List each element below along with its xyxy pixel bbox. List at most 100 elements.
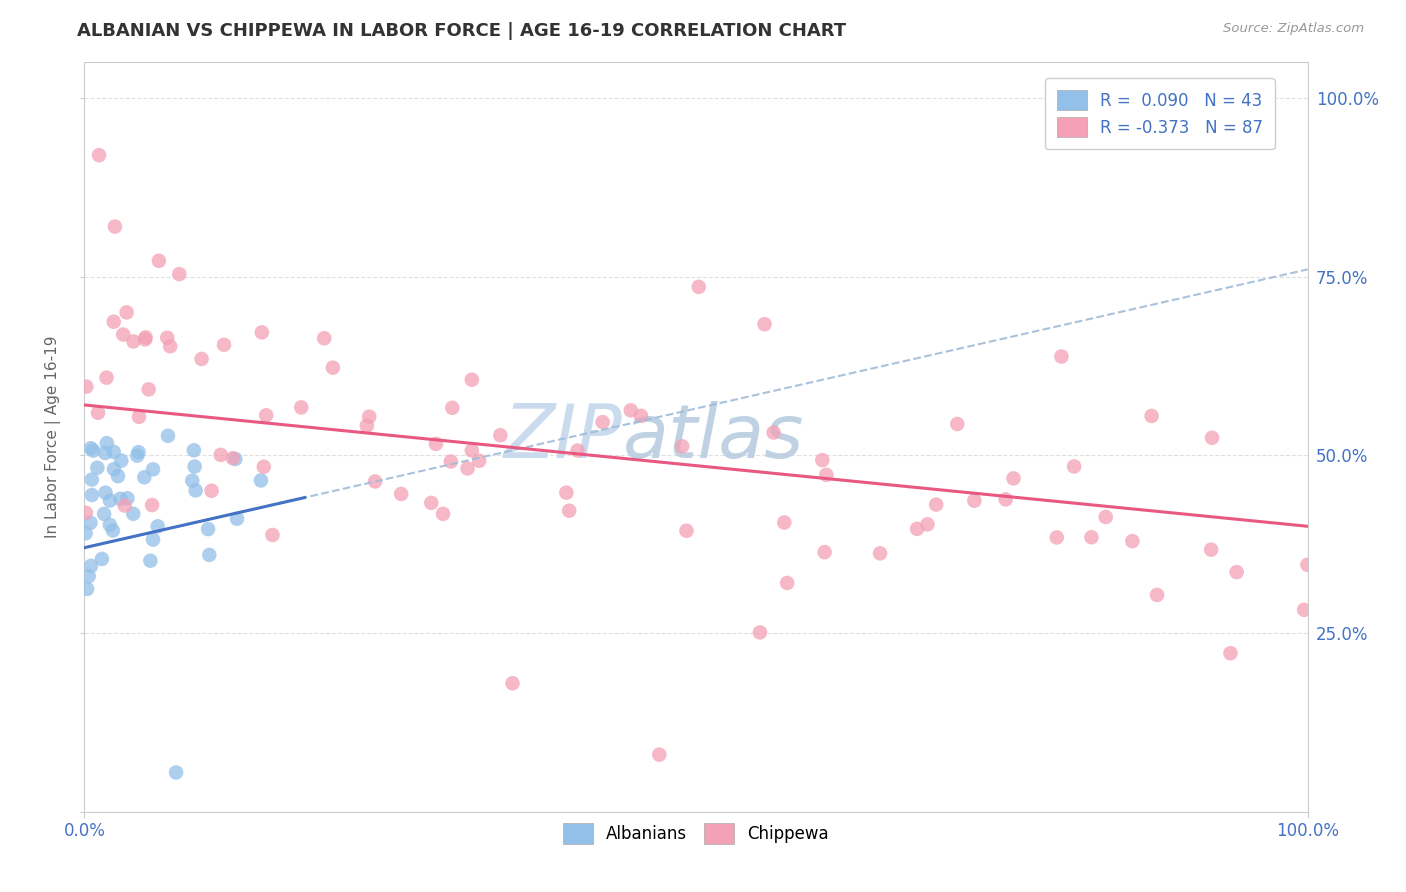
- Text: ALBANIAN VS CHIPPEWA IN LABOR FORCE | AGE 16-19 CORRELATION CHART: ALBANIAN VS CHIPPEWA IN LABOR FORCE | AG…: [77, 22, 846, 40]
- Point: [75, 506, 97, 520]
- Point: [468, 454, 491, 468]
- Point: [79, 516, 101, 530]
- Point: [98, 517, 121, 532]
- Point: [86, 460, 108, 475]
- Point: [994, 492, 1017, 507]
- Text: Source: ZipAtlas.com: Source: ZipAtlas.com: [1223, 22, 1364, 36]
- Point: [107, 469, 129, 483]
- Point: [156, 429, 179, 443]
- Point: [917, 517, 939, 532]
- Point: [688, 280, 710, 294]
- Point: [80, 558, 103, 573]
- Point: [1002, 471, 1025, 485]
- Point: [80, 442, 103, 456]
- Point: [754, 317, 776, 331]
- Point: [749, 625, 772, 640]
- Point: [489, 428, 512, 442]
- Point: [815, 467, 838, 482]
- Point: [96, 370, 118, 384]
- Point: [212, 338, 235, 352]
- Point: [1296, 558, 1319, 572]
- Point: [869, 546, 891, 560]
- Point: [141, 498, 163, 512]
- Point: [925, 498, 948, 512]
- Point: [112, 327, 135, 342]
- Point: [963, 493, 986, 508]
- Point: [432, 507, 454, 521]
- Point: [671, 439, 693, 453]
- Point: [114, 499, 136, 513]
- Point: [762, 425, 785, 440]
- Point: [156, 331, 179, 345]
- Point: [253, 459, 276, 474]
- Point: [184, 483, 207, 498]
- Point: [290, 401, 312, 415]
- Point: [425, 437, 447, 451]
- Point: [75, 526, 97, 541]
- Point: [1140, 409, 1163, 423]
- Point: [1294, 603, 1316, 617]
- Point: [262, 528, 284, 542]
- Point: [139, 554, 162, 568]
- Point: [555, 485, 578, 500]
- Point: [675, 524, 697, 538]
- Point: [142, 533, 165, 547]
- Point: [183, 459, 205, 474]
- Point: [190, 351, 212, 366]
- Point: [440, 454, 463, 468]
- Point: [87, 406, 110, 420]
- Point: [200, 483, 222, 498]
- Point: [250, 474, 273, 488]
- Point: [146, 519, 169, 533]
- Point: [1063, 459, 1085, 474]
- Point: [648, 747, 671, 762]
- Point: [76, 582, 98, 596]
- Point: [1199, 542, 1222, 557]
- Point: [1226, 565, 1249, 579]
- Point: [80, 488, 103, 502]
- Point: [502, 676, 524, 690]
- Point: [389, 487, 412, 501]
- Point: [128, 409, 150, 424]
- Point: [110, 491, 132, 506]
- Point: [134, 470, 156, 484]
- Point: [103, 445, 125, 459]
- Point: [364, 475, 387, 489]
- Point: [776, 576, 799, 591]
- Point: [356, 418, 378, 433]
- Point: [117, 491, 139, 506]
- Point: [90, 552, 112, 566]
- Point: [87, 148, 110, 162]
- Point: [558, 504, 581, 518]
- Point: [457, 461, 479, 475]
- Point: [592, 415, 614, 429]
- Point: [127, 449, 149, 463]
- Point: [122, 507, 145, 521]
- Point: [134, 332, 156, 346]
- Point: [461, 443, 484, 458]
- Point: [1219, 646, 1241, 660]
- Point: [620, 403, 643, 417]
- Point: [142, 462, 165, 476]
- Point: [127, 445, 149, 459]
- Point: [96, 436, 118, 450]
- Point: [322, 360, 344, 375]
- Point: [461, 373, 484, 387]
- Point: [167, 267, 190, 281]
- Point: [103, 315, 125, 329]
- Point: [94, 446, 117, 460]
- Point: [98, 493, 121, 508]
- Point: [197, 522, 219, 536]
- Point: [135, 330, 157, 344]
- Point: [165, 765, 187, 780]
- Point: [94, 485, 117, 500]
- Point: [359, 409, 381, 424]
- Point: [441, 401, 464, 415]
- Point: [209, 448, 232, 462]
- Point: [77, 569, 100, 583]
- Point: [1201, 431, 1223, 445]
- Point: [254, 409, 277, 423]
- Point: [93, 507, 115, 521]
- Legend: Albanians, Chippewa: Albanians, Chippewa: [554, 815, 838, 852]
- Point: [811, 453, 834, 467]
